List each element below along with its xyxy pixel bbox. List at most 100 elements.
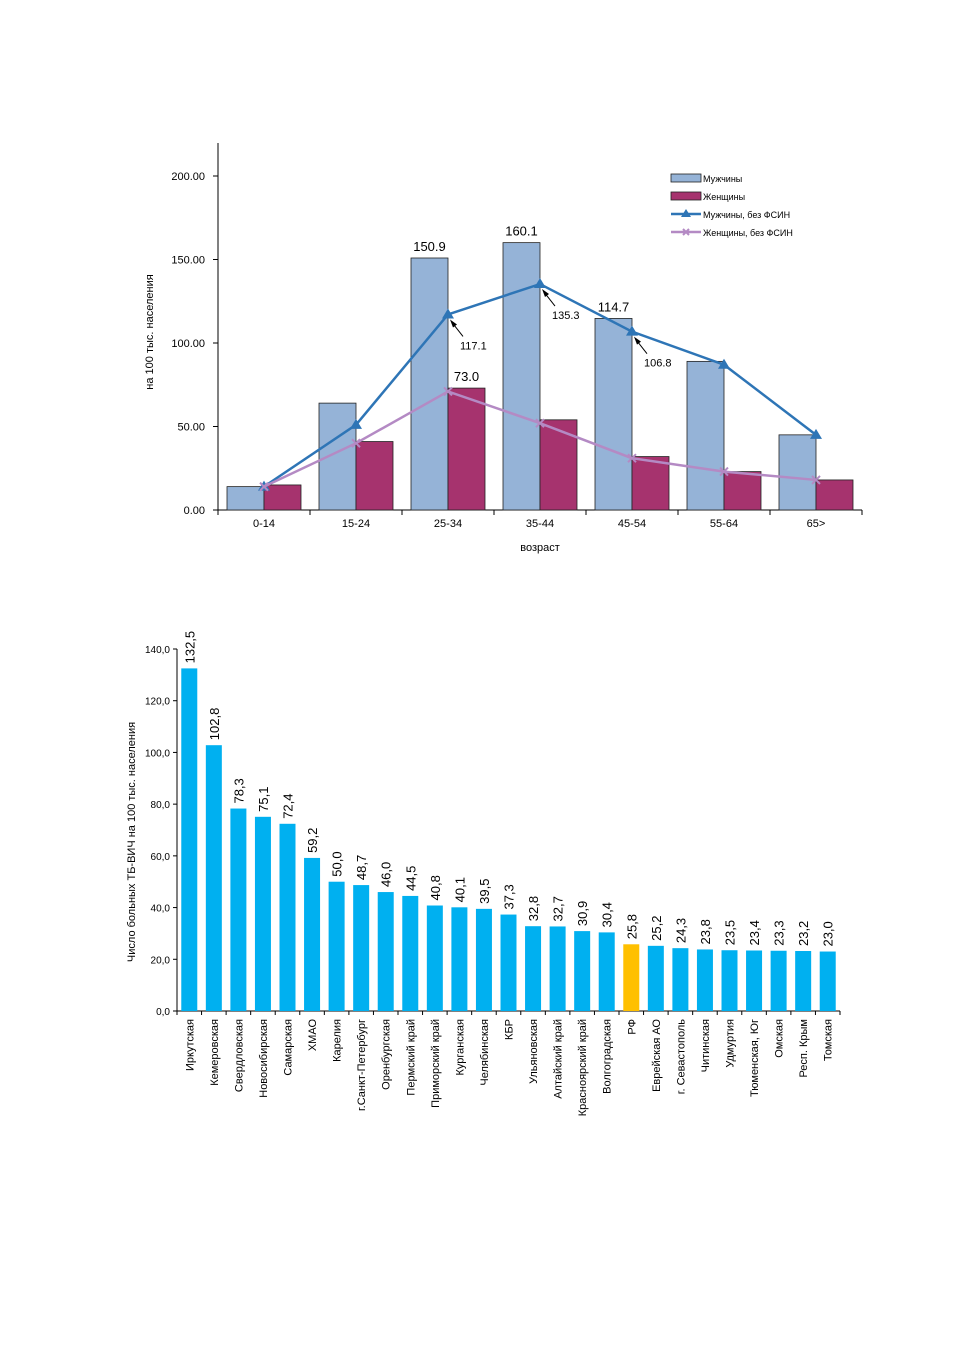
- x-marker: [443, 386, 453, 397]
- bar-region: [795, 951, 812, 1011]
- age-sex-chart: 0.00 50.00 100.00 150.00 200.00 0-14 15-24 25-3…: [144, 143, 863, 554]
- x-tick-label: 15-24: [342, 518, 370, 530]
- line-data-label: 135.3: [552, 310, 580, 322]
- bar-data-label: 24,3: [673, 918, 688, 943]
- bar-data-label: 37,3: [502, 884, 517, 909]
- legend-label: Женщины: [703, 192, 745, 202]
- line-data-label: 117.1: [460, 340, 487, 352]
- bar-region: [181, 668, 198, 1011]
- triangle-marker: [718, 358, 730, 369]
- bar-region: [230, 808, 247, 1011]
- bar-region: [549, 926, 566, 1011]
- x-tick-label: г.Санкт-Петербург: [356, 1019, 368, 1111]
- bar-data-label: 30,4: [600, 902, 615, 927]
- bar-region: [377, 892, 394, 1011]
- bar-region: [426, 905, 443, 1011]
- x-tick-label: Респ. Крым: [798, 1019, 810, 1078]
- legend-marker: [681, 209, 691, 217]
- bar-men: [778, 434, 817, 511]
- bar-region: [475, 908, 492, 1011]
- x-tick-label: 25-34: [434, 518, 462, 530]
- bar-rf: [623, 944, 640, 1011]
- x-tick-label: 35-44: [526, 518, 554, 530]
- legend-swatch: [670, 173, 702, 183]
- bar-women: [815, 479, 854, 511]
- x-tick-label: ХМАО: [307, 1019, 319, 1052]
- triangle-marker: [810, 428, 822, 439]
- triangle-marker: [626, 325, 638, 336]
- bar-data-label: 150.9: [413, 239, 446, 254]
- y-tick-label: 120,0: [145, 697, 170, 708]
- x-marker: [627, 453, 637, 463]
- bar-region: [647, 945, 664, 1011]
- bar-region: [451, 907, 468, 1011]
- x-tick-label: Удмуртия: [725, 1019, 737, 1068]
- bar-data-label: 39,5: [477, 879, 492, 904]
- bar-data-label: 32,8: [526, 896, 541, 921]
- legend-label: Мужчины, без ФСИН: [703, 210, 790, 220]
- annotation-arrowhead: [634, 336, 641, 345]
- x-tick-label: Новосибирская: [258, 1019, 270, 1098]
- x-tick-label: 55-64: [710, 518, 738, 530]
- bar-region: [819, 951, 836, 1011]
- y-tick-label: 50.00: [177, 422, 205, 434]
- bar-data-label: 102,8: [207, 708, 222, 741]
- x-tick-label: Карелия: [332, 1019, 344, 1062]
- x-axis-label: возраст: [520, 542, 560, 554]
- bar-data-label: 160.1: [505, 224, 538, 239]
- bar-women: [723, 471, 762, 511]
- bar-women: [263, 484, 302, 511]
- y-tick-label: 20,0: [151, 955, 171, 966]
- x-tick-label: КБР: [504, 1019, 516, 1040]
- bar-data-label: 132,5: [182, 631, 197, 664]
- x-tick-label: Ульяновская: [528, 1019, 540, 1084]
- x-tick-label: Алтайский край: [553, 1019, 565, 1099]
- bar-region: [402, 895, 419, 1011]
- x-tick-label: Тюменская, Юг: [749, 1019, 761, 1097]
- x-marker: [719, 466, 729, 477]
- bar-data-label: 30,9: [575, 901, 590, 926]
- x-tick-label: Красноярский край: [577, 1019, 589, 1116]
- bar-region: [353, 885, 370, 1011]
- y-tick-label: 100,0: [145, 748, 170, 759]
- legend-label: Женщины, без ФСИН: [703, 228, 793, 238]
- x-tick-label: Кемеровская: [209, 1019, 221, 1086]
- bar-region: [574, 931, 591, 1011]
- bar-region: [746, 950, 763, 1011]
- bar-data-label: 23,0: [821, 921, 836, 946]
- bar-data-label: 23,5: [723, 920, 738, 945]
- x-tick-label: Самарская: [283, 1019, 295, 1076]
- bar-region: [598, 932, 615, 1011]
- bar-data-label: 114.7: [598, 299, 630, 314]
- bar-region: [672, 948, 689, 1011]
- bar-region: [696, 949, 713, 1011]
- x-tick-label: Пермский край: [405, 1019, 417, 1096]
- x-tick-label: Иркутская: [184, 1019, 196, 1071]
- bar-women: [447, 387, 486, 511]
- bar-data-label: 23,4: [747, 920, 762, 945]
- x-tick-label: Читинская: [700, 1019, 712, 1072]
- x-tick-label: Свердловская: [233, 1019, 245, 1092]
- y-axis-label: на 100 тыс. населения: [144, 274, 156, 389]
- bar-region: [205, 745, 222, 1011]
- bar-region: [304, 857, 321, 1011]
- bar-data-label: 46,0: [379, 862, 394, 887]
- legend-label: Мужчины: [703, 174, 742, 184]
- triangle-marker: [350, 418, 362, 429]
- x-tick-label: Приморский край: [430, 1019, 442, 1108]
- bar-region: [328, 881, 345, 1011]
- x-tick-label: Волгоградская: [602, 1019, 614, 1094]
- bar-men: [410, 257, 449, 511]
- bar-region: [254, 816, 271, 1011]
- bar-region: [500, 914, 517, 1011]
- y-tick-label: 200.00: [171, 171, 205, 183]
- x-tick-label: Челябинская: [479, 1019, 491, 1086]
- x-tick-label: Еврейская АО: [651, 1019, 663, 1092]
- annotation-arrowhead: [450, 319, 457, 328]
- y-tick-label: 0,0: [156, 1007, 170, 1018]
- bar-data-label: 40,1: [452, 877, 467, 902]
- x-tick-label: Оренбургская: [381, 1019, 393, 1090]
- bar-region: [721, 950, 738, 1011]
- bar-data-label: 23,8: [698, 919, 713, 944]
